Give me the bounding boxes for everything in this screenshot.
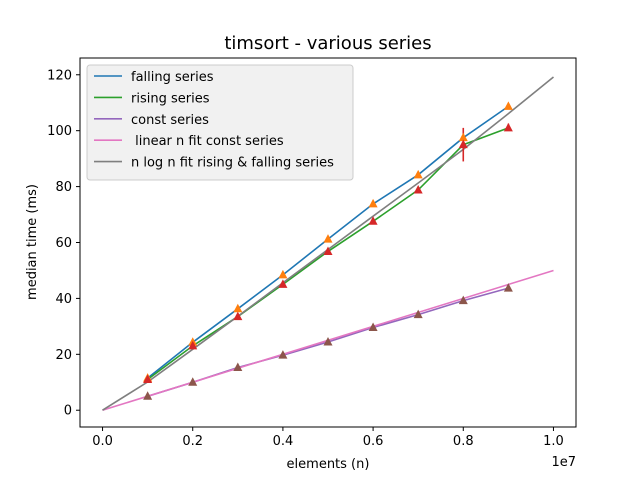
x-tick-label: 0.2 [182,434,203,449]
y-tick-label: 120 [47,68,72,83]
x-tick-label: 0.8 [453,434,474,449]
data-point-marker [278,279,288,288]
data-point-marker [143,391,153,400]
x-tick-label: 0.4 [273,434,294,449]
legend-label-n-log-n-fit-rising-falling-series: n log n fit rising & falling series [131,156,334,171]
data-point-marker [503,283,513,292]
data-point-marker [458,295,468,305]
y-tick-label: 20 [55,348,72,363]
legend-label-linear-n-fit-const-series: linear n fit const series [131,134,284,149]
x-axis: 0.0 0.2 0.4 0.6 0.8 1.0 [92,427,564,449]
y-tick-label: 40 [55,292,72,307]
data-point-marker [368,198,378,208]
data-point-marker [503,101,513,110]
plot-area [102,76,555,411]
y-axis: 0 20 40 60 80 100 120 [47,68,80,419]
data-point-marker [233,311,243,321]
x-tick-label: 0.6 [363,434,384,449]
data-point-marker [188,377,198,386]
data-point-marker [143,374,153,383]
data-point-marker [413,309,423,319]
x-axis-label: elements (n) [287,457,370,472]
x-tick-label: 1.0 [543,434,564,449]
data-point-marker [188,340,198,350]
data-point-marker [278,269,288,279]
chart-title: timsort - various series [224,33,431,54]
x-tick-label: 0.0 [92,434,113,449]
data-point-marker [233,303,243,313]
y-tick-label: 80 [55,180,72,195]
data-point-marker [458,132,468,142]
data-point-marker [368,322,378,331]
legend-label-const-series: const series [131,113,209,128]
y-tick-label: 60 [55,236,72,251]
legend-label-rising-series: rising series [131,91,210,106]
data-point-marker [458,139,468,149]
data-point-marker [323,337,333,346]
legend-label-falling-series: falling series [131,70,214,85]
y-tick-label: 100 [47,124,72,139]
x-axis-offset-label: 1e7 [551,455,576,470]
data-point-marker [368,216,378,225]
data-point-marker [503,122,513,132]
data-point-marker [413,184,423,194]
y-tick-label: 0 [64,404,72,419]
legend-box [86,64,354,181]
data-point-marker [278,350,288,359]
data-point-marker [323,246,333,255]
data-point-marker [413,169,423,179]
data-point-marker [233,362,243,371]
data-point-marker [323,234,333,243]
y-axis-label: median time (ms) [25,184,40,300]
